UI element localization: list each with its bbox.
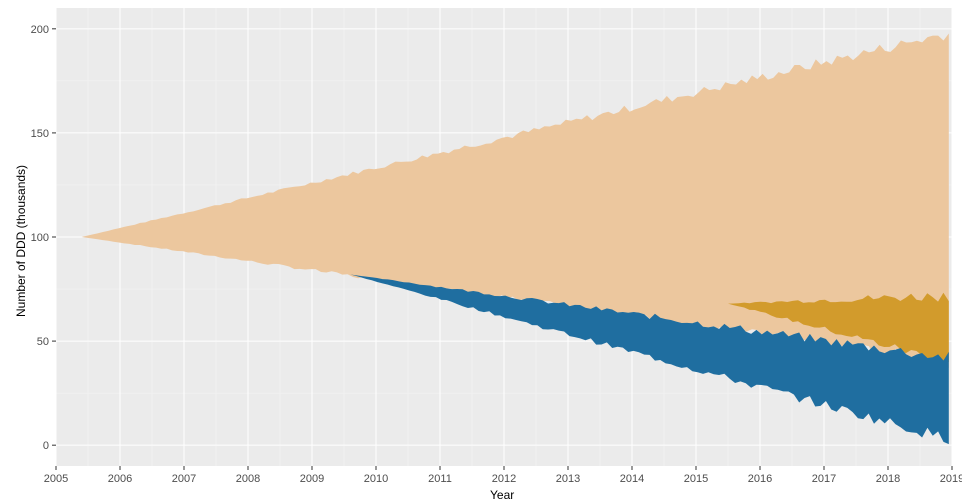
x-tick-label: 2017	[812, 473, 836, 485]
y-tick-label: 50	[37, 336, 49, 348]
x-tick-label: 2014	[620, 473, 644, 485]
x-tick-label: 2006	[108, 473, 132, 485]
y-tick-label: 150	[31, 128, 49, 140]
x-tick-label: 2010	[364, 473, 388, 485]
x-tick-label: 2009	[300, 473, 324, 485]
figure: 2005 2006 2007 2008 2009 2010 2011 2012 2013 2014…	[0, 0, 962, 502]
y-axis-title: Number of DDD (thousands)	[14, 165, 28, 317]
plot-svg: 2005 2006 2007 2008 2009 2010 2011 2012 2013 2014…	[0, 0, 962, 502]
y-tick-label: 200	[31, 24, 49, 36]
x-tick-label: 2013	[556, 473, 580, 485]
x-tick-label: 2012	[492, 473, 516, 485]
x-tick-label: 2008	[236, 473, 260, 485]
x-tick-label: 2005	[44, 473, 68, 485]
x-tick-label: 2019	[940, 473, 962, 485]
x-tick-label: 2007	[172, 473, 196, 485]
x-tick-label: 2011	[428, 473, 452, 485]
y-tick-label: 0	[43, 440, 49, 452]
x-tick-label: 2018	[876, 473, 900, 485]
x-tick-label: 2015	[684, 473, 708, 485]
x-axis-title: Year	[490, 488, 514, 502]
x-tick-label: 2016	[748, 473, 772, 485]
y-tick-label: 100	[31, 232, 49, 244]
